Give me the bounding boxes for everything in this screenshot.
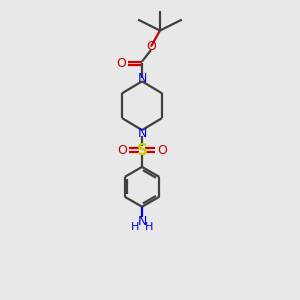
Text: N: N [137,214,147,228]
Text: H: H [131,222,139,232]
Text: O: O [146,40,156,53]
Text: O: O [116,57,126,70]
Text: O: O [157,143,167,157]
Text: N: N [137,72,147,85]
Text: O: O [117,143,127,157]
Text: H: H [145,222,153,232]
Text: N: N [137,127,147,140]
Text: S: S [136,142,148,158]
